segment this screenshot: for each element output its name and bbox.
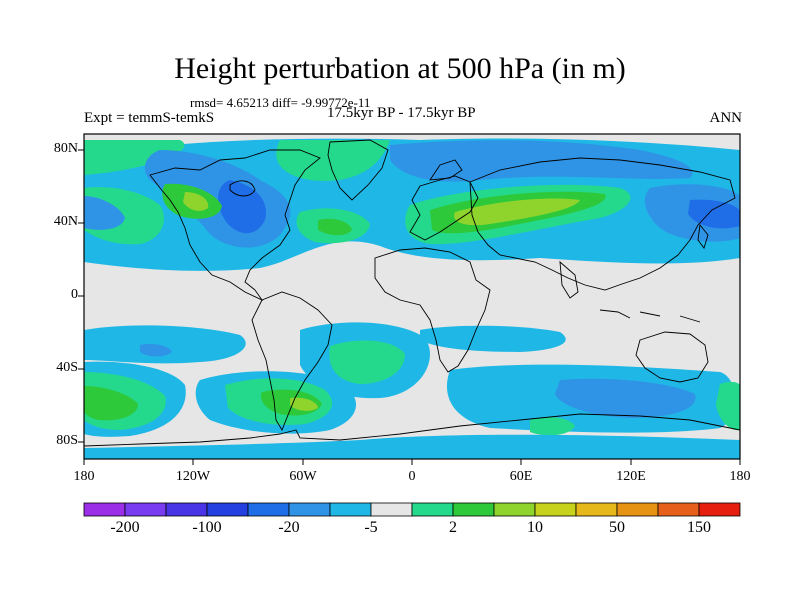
- colorbar-label: 150: [687, 519, 711, 536]
- map-title: Height perturbation at 500 hPa (in m): [174, 52, 626, 85]
- colorbar-swatch: [616, 502, 659, 517]
- colorbar-swatch: [698, 502, 741, 517]
- colorbar-swatch: [493, 502, 536, 517]
- lat-label-80n: 80N: [53, 141, 78, 156]
- colorbar-swatch: [411, 502, 454, 517]
- contour-region: [140, 343, 172, 357]
- contour-region: [420, 325, 566, 352]
- colorbar-swatch: [124, 502, 167, 517]
- contour-region: [84, 140, 185, 175]
- lon-label-180w: 180: [73, 469, 95, 484]
- colorbar-label: 10: [527, 519, 543, 536]
- stats-line: rmsd= 4.65213 diff= -9.99772e-11: [190, 95, 371, 110]
- colorbar-label: 2: [449, 519, 457, 536]
- lat-label-40s: 40S: [56, 360, 78, 375]
- coastline-australia: [635, 331, 709, 383]
- colorbar-swatch: [83, 502, 126, 517]
- colorbar-swatch: [534, 502, 577, 517]
- colorbar-label: 50: [609, 519, 625, 536]
- contour-region: [84, 325, 246, 364]
- contour-region: [318, 218, 352, 236]
- colorbar-swatch: [370, 502, 413, 517]
- lon-label-180e: 180: [729, 469, 751, 484]
- lat-label-0: 0: [71, 287, 78, 302]
- lon-label-0: 0: [408, 469, 416, 484]
- colorbar-swatch: [575, 502, 618, 517]
- lon-label-120e: 120E: [616, 469, 646, 484]
- coastline-hudson-bay: [229, 180, 256, 197]
- contour-region: [390, 140, 693, 182]
- colorbar-swatch: [206, 502, 249, 517]
- lat-label-80s: 80S: [56, 433, 78, 448]
- colorbar-swatch: [247, 502, 290, 517]
- coastline-north-america: [149, 149, 321, 302]
- colorbar-swatch: [288, 502, 331, 517]
- contour-region: [454, 198, 580, 226]
- contour-region: [716, 381, 740, 431]
- coastline-india: [559, 260, 579, 299]
- coastline-antarctica: [84, 413, 740, 447]
- contour-region: [218, 180, 266, 234]
- colorbar-swatch: [657, 502, 700, 517]
- lon-label-60e: 60E: [509, 469, 533, 484]
- period-label: 17.5kyr BP - 17.5kyr BP: [327, 105, 476, 121]
- coastline-asia: [469, 157, 736, 291]
- coastline-africa: [374, 247, 491, 373]
- contour-region: [84, 434, 740, 459]
- colorbar-swatch: [165, 502, 208, 517]
- colorbar-label: -100: [192, 519, 222, 536]
- coastline-greenland: [327, 139, 389, 201]
- lat-label-40n: 40N: [53, 214, 78, 229]
- colorbar-swatch: [452, 502, 495, 517]
- contour-region: [329, 340, 405, 384]
- colorbar-label: -5: [364, 519, 378, 536]
- coastlines: [84, 139, 740, 447]
- coastline-south-america: [251, 291, 333, 432]
- contour-field: [84, 134, 740, 459]
- contour-region: [290, 397, 318, 411]
- coastline-japan: [697, 223, 709, 249]
- contour-region: [530, 417, 575, 436]
- lon-label-60w: 60W: [289, 469, 317, 484]
- coastline-scandinavia: [429, 159, 463, 181]
- lon-label-120w: 120W: [175, 469, 211, 484]
- contour-region: [84, 386, 138, 421]
- colorbar: [83, 502, 741, 517]
- coastline-maritime-continent: [599, 309, 701, 323]
- colorbar-label: -20: [278, 519, 300, 536]
- colorbar-label: -200: [110, 519, 140, 536]
- contour-region: [84, 196, 125, 230]
- season-label: ANN: [709, 110, 743, 126]
- colorbar-swatch: [329, 502, 372, 517]
- contour-region: [183, 192, 209, 211]
- contour-region: [555, 378, 696, 418]
- experiment-label: Expt = temmS-temkS: [84, 110, 215, 126]
- axis-ticks: [78, 149, 741, 465]
